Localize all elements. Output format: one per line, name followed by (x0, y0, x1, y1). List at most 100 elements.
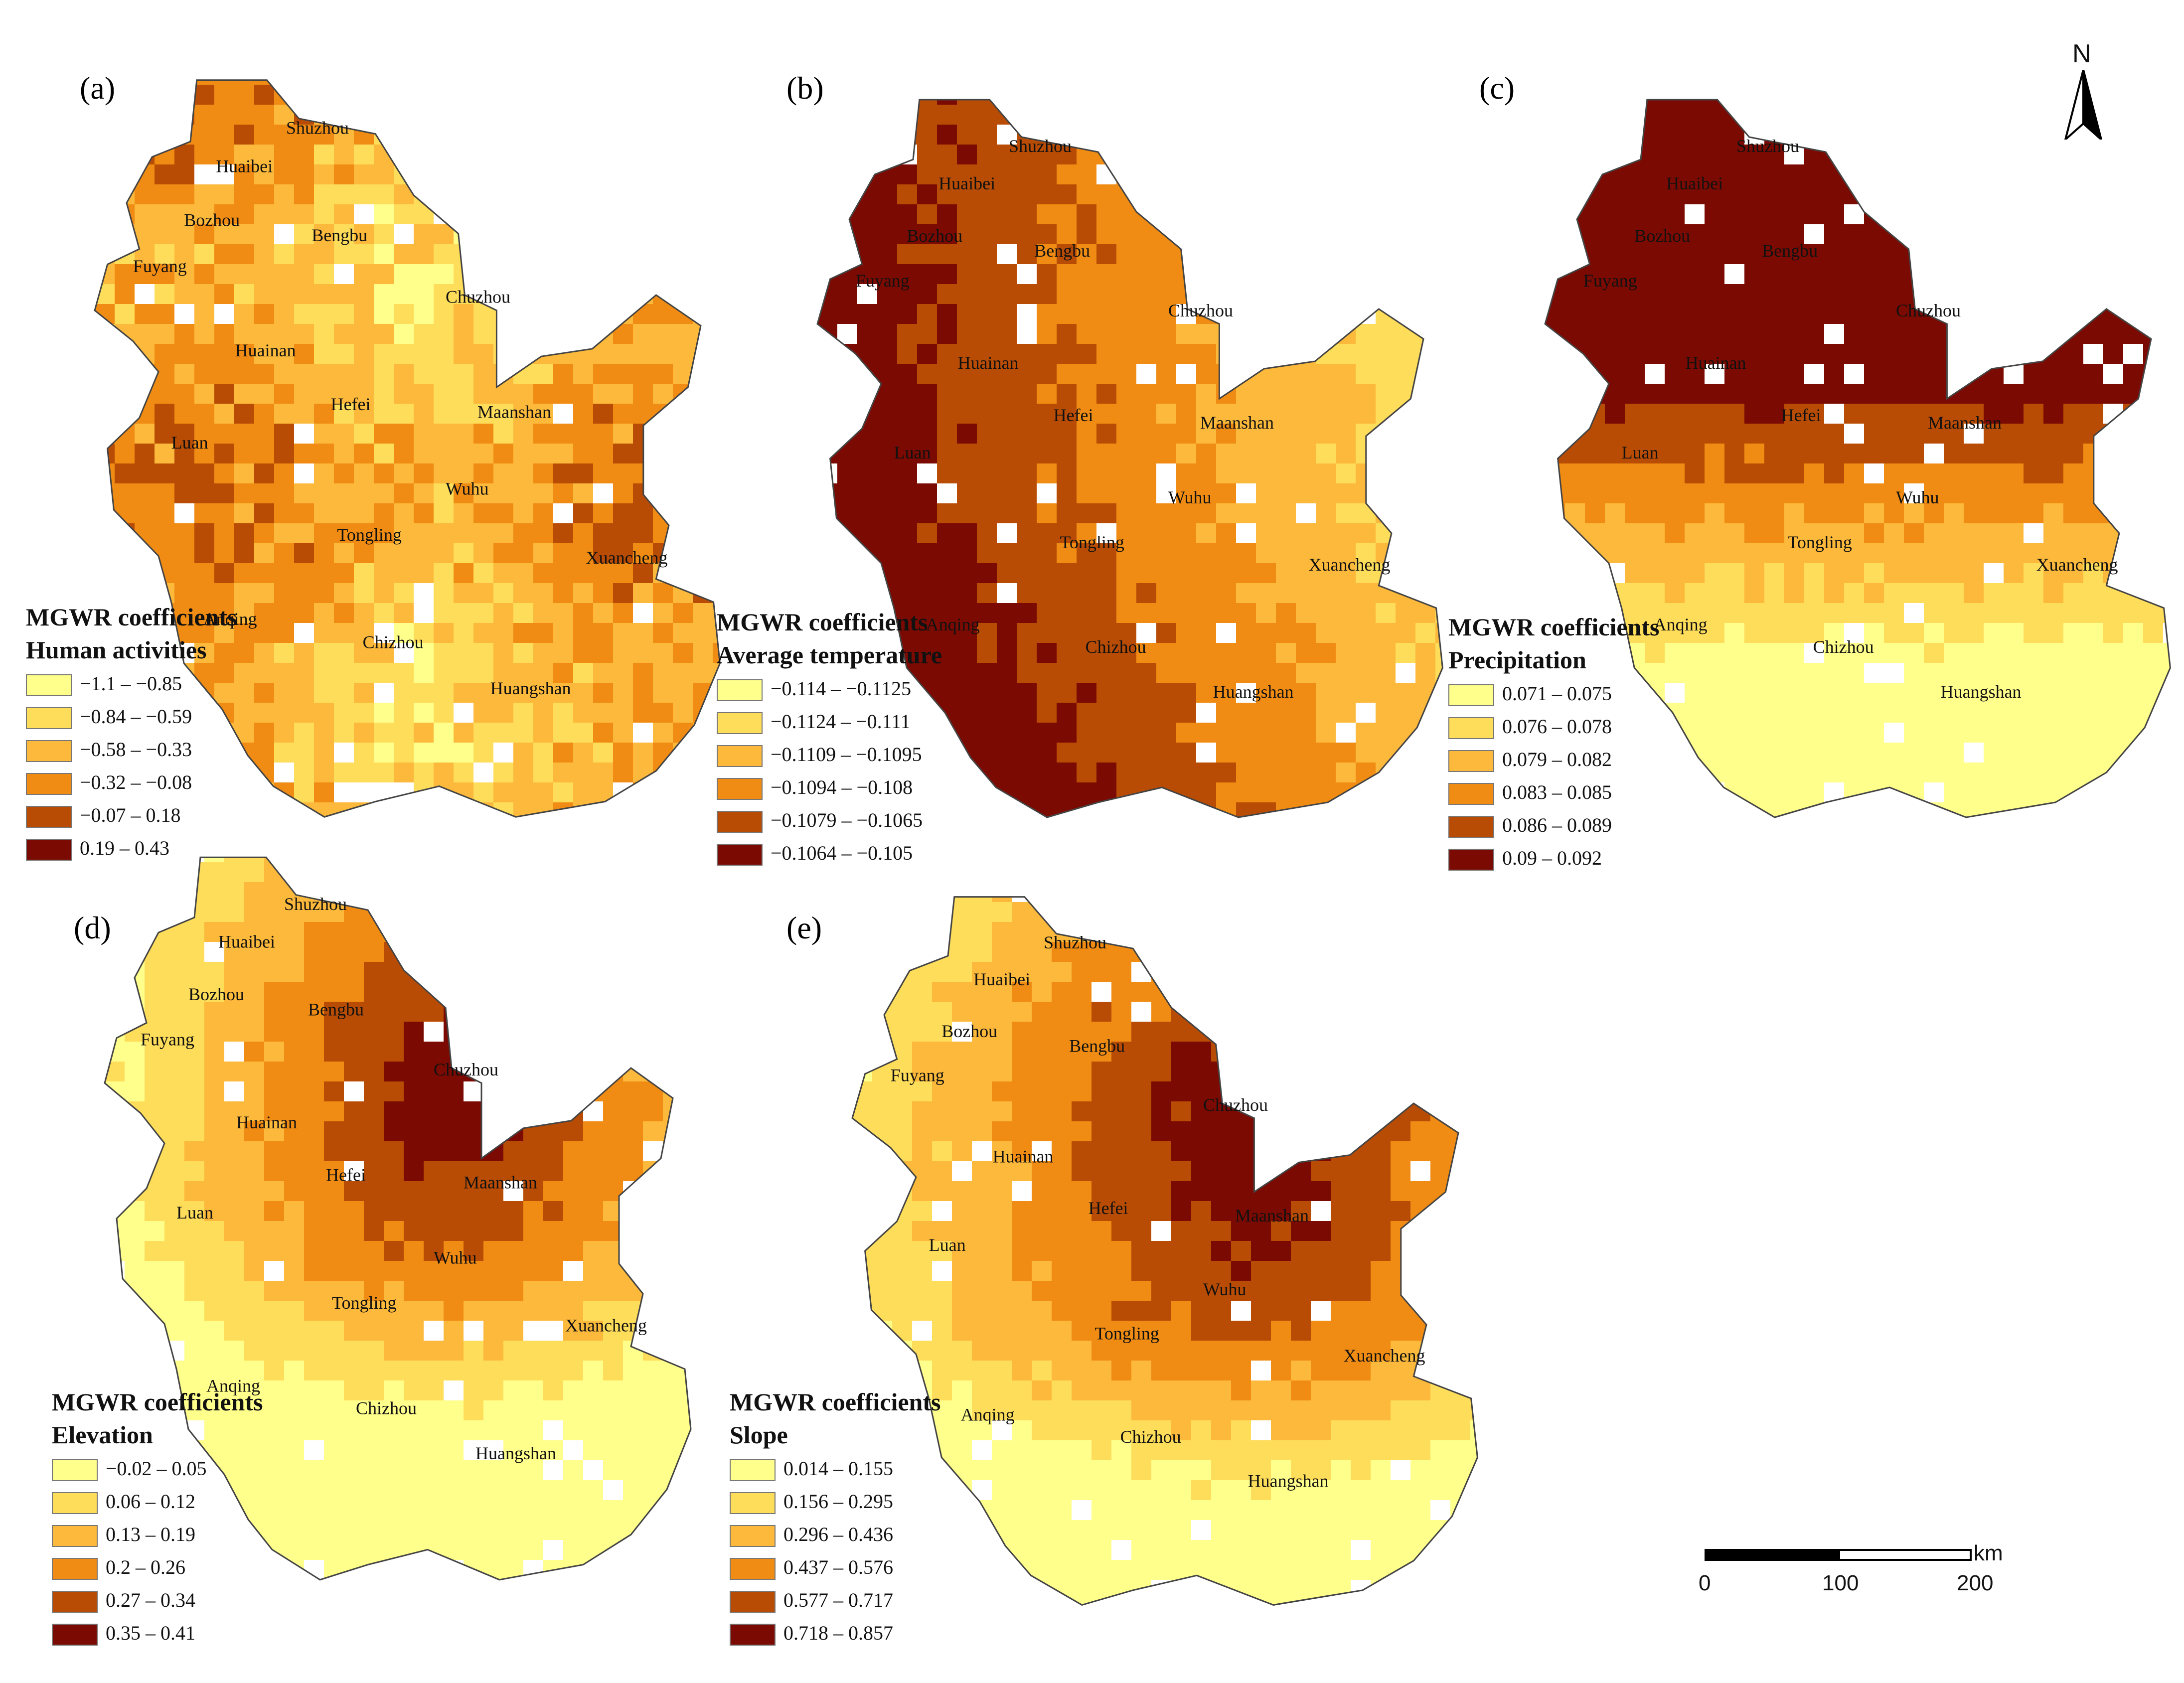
legend-title-line: MGWR coefficients (717, 608, 928, 636)
city-label-huainan: Huainan (1686, 353, 1746, 373)
city-label-fuyang: Fuyang (141, 1030, 194, 1050)
city-label-huainan: Huainan (236, 1112, 297, 1132)
city-label-huangshan: Huangshan (1213, 682, 1294, 702)
legend-class-label: 0.09 – 0.092 (1502, 847, 1602, 869)
legend-row: 0.577 – 0.717 (730, 1587, 940, 1620)
city-label-xuancheng: Xuancheng (586, 548, 668, 568)
legend-title-line: Precipitation (1448, 646, 1586, 674)
legend-row: −0.1109 – −0.1095 (717, 741, 942, 774)
legend-class-label: 0.014 – 0.155 (783, 1457, 893, 1480)
city-label-chuzhou: Chuzhou (1203, 1095, 1268, 1115)
city-label-tongling: Tongling (1787, 532, 1852, 552)
city-label-anqing: Anqing (926, 614, 980, 634)
legend-class-label: 0.06 – 0.12 (106, 1490, 195, 1513)
city-label-huaibei: Huaibei (973, 969, 1030, 989)
legend-class-label: 0.718 – 0.857 (783, 1622, 893, 1644)
legend-swatch (1448, 783, 1494, 805)
city-label-anqing: Anqing (203, 609, 257, 629)
city-label-luan: Luan (894, 443, 931, 462)
legend-class-label: −0.1124 – −0.111 (771, 710, 911, 733)
city-label-huaibei: Huaibei (938, 173, 995, 193)
city-label-fuyang: Fuyang (1583, 271, 1637, 291)
legend-swatch (717, 778, 763, 800)
city-label-bengbu: Bengbu (1762, 241, 1818, 261)
legend-row: −0.114 – −0.1125 (717, 675, 942, 708)
legend-row: −0.1079 – −0.1065 (717, 807, 942, 840)
legend-row: −0.07 – 0.18 (26, 802, 237, 835)
legend-class-label: −0.1079 – −0.1065 (771, 809, 923, 831)
city-label-chizhou: Chizhou (1086, 637, 1146, 657)
legend-swatch (717, 811, 763, 833)
legend-row: 0.19 – 0.43 (26, 835, 237, 868)
legend-average-temperature: MGWR coefficients Average temperature −0.1… (717, 606, 942, 873)
map-panel-e: Shuzhou Huaibei Bozhou Bengbu Fuyang Chuzhou H… (851, 896, 1478, 1606)
legend-row: −0.84 – −0.59 (26, 703, 237, 736)
legend-swatch (26, 674, 72, 696)
legend-swatch (730, 1624, 776, 1646)
city-label-fuyang: Fuyang (856, 271, 910, 291)
city-label-chuzhou: Chuzhou (434, 1060, 498, 1079)
legend-class-label: −0.1094 – −0.108 (771, 776, 913, 798)
legend-title-line: MGWR coefficients (26, 603, 237, 631)
scale-tick-0: 0 (1699, 1571, 1711, 1595)
city-label-bengbu: Bengbu (312, 225, 367, 245)
legend-swatch (717, 679, 763, 701)
legend-class-label: −0.84 – −0.59 (80, 705, 192, 728)
city-label-chizhou: Chizhou (1120, 1427, 1181, 1447)
city-label-huaibei: Huaibei (216, 156, 273, 176)
legend-class-label: 0.079 – 0.082 (1502, 748, 1612, 770)
city-label-chizhou: Chizhou (1813, 637, 1874, 657)
legend-swatch (26, 740, 72, 762)
city-label-maanshan: Maanshan (1200, 413, 1274, 433)
legend-row: −0.02 – 0.05 (52, 1455, 263, 1488)
city-label-xuancheng: Xuancheng (1309, 555, 1391, 575)
city-label-maanshan: Maanshan (1928, 413, 2002, 433)
city-label-xuancheng: Xuancheng (565, 1316, 647, 1336)
legend-swatch (730, 1558, 776, 1580)
legend-row: 0.079 – 0.082 (1448, 746, 1659, 779)
legend-class-label: 0.083 – 0.085 (1502, 781, 1612, 803)
city-label-bozhou: Bozhou (184, 210, 240, 230)
legend-class-label: −1.1 – −0.85 (80, 672, 182, 695)
legend-swatch (26, 839, 72, 861)
legend-class-label: 0.156 – 0.295 (783, 1490, 893, 1513)
city-label-bengbu: Bengbu (1069, 1036, 1125, 1056)
legend-swatch (52, 1624, 98, 1646)
legend-row: 0.086 – 0.089 (1448, 812, 1659, 845)
legend-swatch (26, 773, 72, 795)
city-label-tongling: Tongling (1060, 532, 1124, 552)
legend-row: −0.32 – −0.08 (26, 769, 237, 802)
legend-class-label: −0.07 – 0.18 (80, 804, 181, 826)
city-label-huainan: Huainan (993, 1146, 1054, 1166)
legend-title-line: Slope (730, 1421, 788, 1449)
legend-class-label: −0.02 – 0.05 (106, 1457, 207, 1480)
scale-tick-100: 100 (1822, 1571, 1859, 1595)
city-label-anqing: Anqing (1654, 614, 1708, 634)
panel-label-e: (e) (786, 910, 822, 945)
city-label-huangshan: Huangshan (490, 678, 571, 698)
panel-label-b: (b) (786, 70, 824, 106)
city-label-wuhu: Wuhu (434, 1248, 477, 1268)
legend-class-label: −0.58 – −0.33 (80, 738, 192, 761)
city-label-huangshan: Huangshan (475, 1443, 556, 1463)
city-label-huainan: Huainan (235, 340, 296, 360)
legend-title-line: Elevation (52, 1421, 153, 1449)
legend-swatch (52, 1525, 98, 1547)
city-label-hefei: Hefei (331, 394, 371, 414)
city-label-bozhou: Bozhou (1634, 226, 1690, 246)
legend-row: 0.35 – 0.41 (52, 1620, 263, 1653)
city-label-shuzhou: Shuzhou (1044, 932, 1106, 952)
legend-swatch (52, 1591, 98, 1613)
legend-title-line: MGWR coefficients (730, 1388, 941, 1416)
city-label-chuzhou: Chuzhou (446, 287, 510, 306)
legend-row: 0.083 – 0.085 (1448, 779, 1659, 812)
legend-row: 0.071 – 0.075 (1448, 680, 1659, 713)
legend-row: 0.076 – 0.078 (1448, 713, 1659, 746)
city-label-bozhou: Bozhou (188, 984, 244, 1004)
legend-swatch (730, 1492, 776, 1514)
city-label-hefei: Hefei (1054, 405, 1093, 425)
city-label-xuancheng: Xuancheng (2036, 555, 2118, 575)
legend-row: 0.437 – 0.576 (730, 1554, 940, 1587)
legend-row: 0.296 – 0.436 (730, 1521, 940, 1554)
legend-swatch (1448, 816, 1494, 838)
